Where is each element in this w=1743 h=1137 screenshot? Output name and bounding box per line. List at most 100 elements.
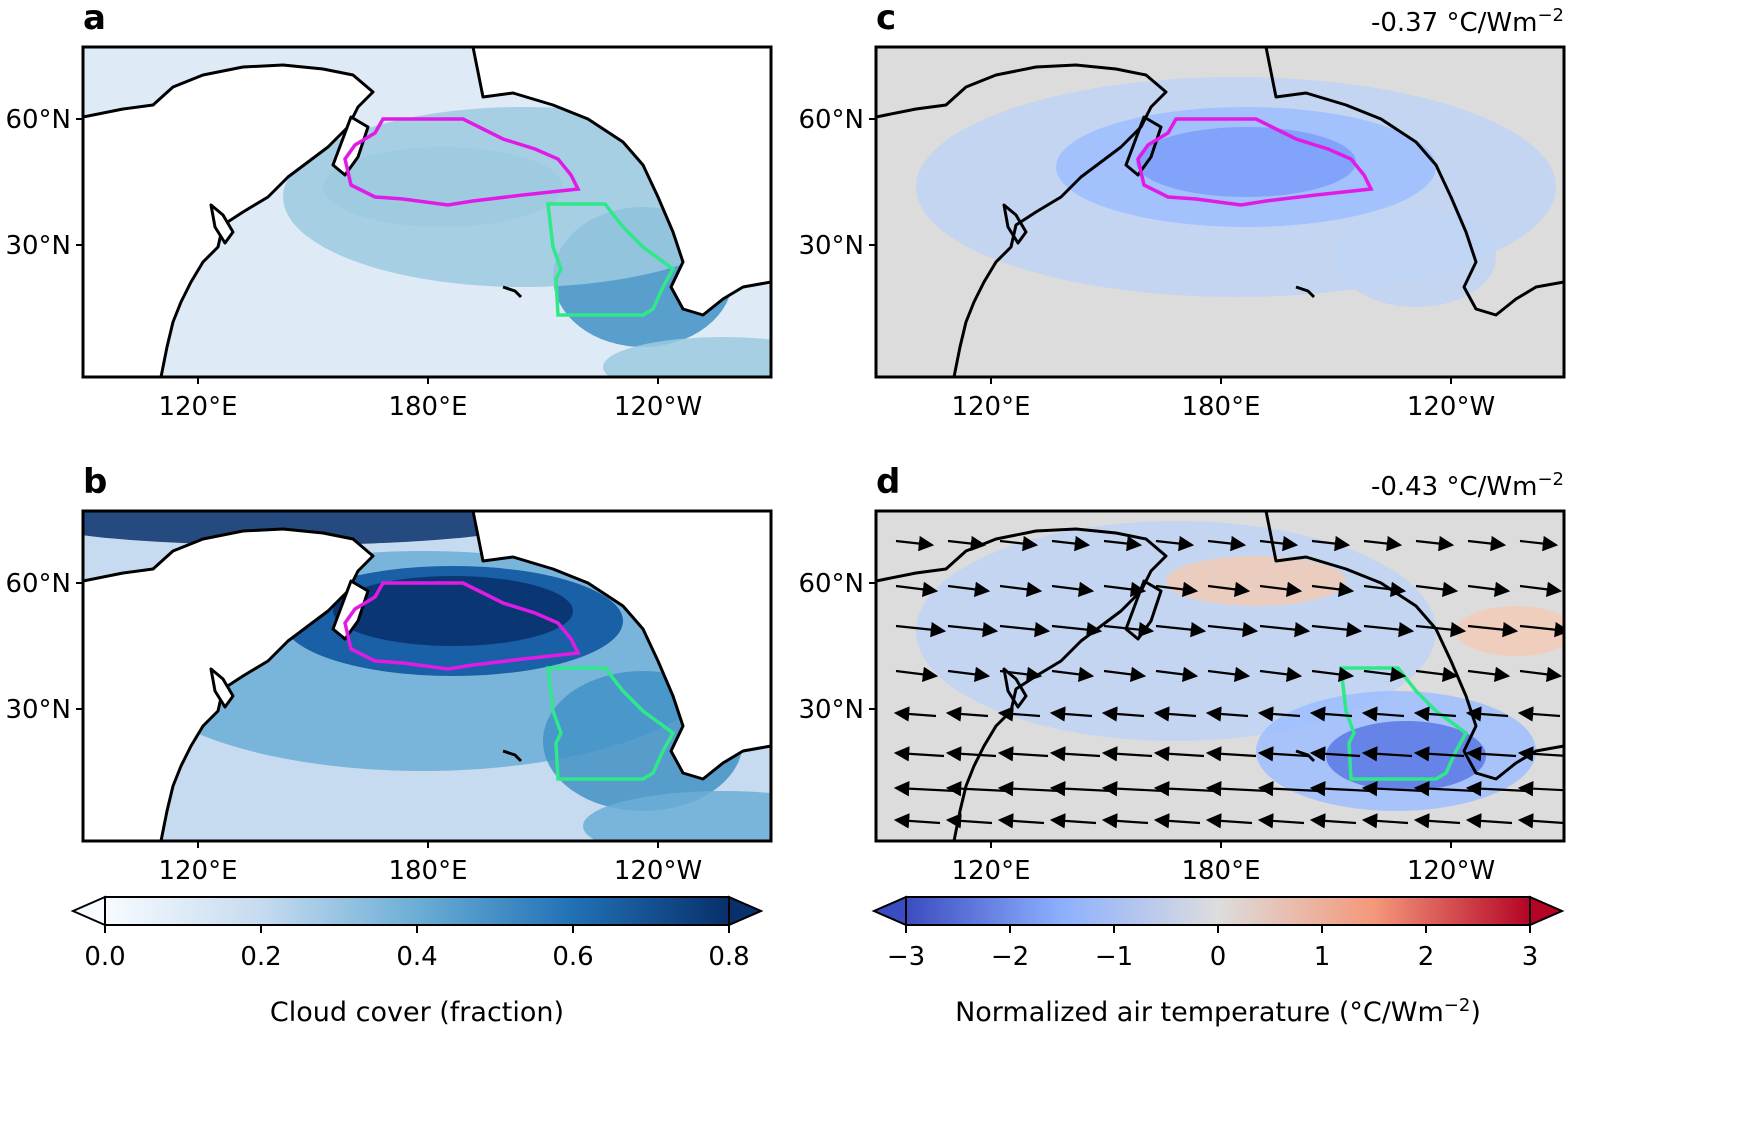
colorbar-label: Cloud cover (fraction) — [270, 997, 564, 1028]
wind-vector — [1517, 746, 1564, 762]
wind-vector — [1259, 581, 1303, 598]
colorbar-tick-label: 0 — [1210, 942, 1227, 972]
wind-vector — [1103, 621, 1155, 638]
lat-tick-label: 60°N — [5, 569, 71, 599]
colorbar-air-temperature: −3 −2 −1 0 1 2 3 Normalized air temperature (°C… — [871, 895, 1565, 1029]
colorbar-tick-label: 0.6 — [552, 942, 593, 972]
panel-annotation: -0.43 °C/Wm−2 — [1371, 469, 1564, 503]
panel-letter: d — [876, 462, 900, 502]
asia-coastline — [876, 63, 1168, 377]
wind-vector — [1207, 581, 1251, 598]
wind-vector — [1311, 666, 1355, 683]
wind-vector — [1153, 813, 1201, 829]
wind-vector — [999, 666, 1043, 683]
wind-vector — [1309, 746, 1361, 762]
wind-vector — [1101, 706, 1145, 722]
wind-vector — [1467, 666, 1511, 683]
wind-vector — [1153, 706, 1197, 722]
wind-vector — [1415, 621, 1467, 638]
wind-vector — [1467, 535, 1507, 552]
wind-vector — [1155, 535, 1195, 552]
lat-tick-label: 60°N — [798, 105, 864, 135]
wind-vector — [1309, 813, 1357, 829]
lat-tick-label: 30°N — [5, 231, 71, 261]
america-coastline — [1264, 47, 1564, 317]
wind-vector — [1363, 581, 1407, 598]
lat-tick-label: 30°N — [798, 695, 864, 725]
colorbar-gradient — [105, 897, 729, 925]
america-coastline — [471, 511, 771, 781]
kamchatka-coastline — [1124, 115, 1163, 177]
colorbar-tick-label: 0.2 — [240, 942, 281, 972]
colorbar-label: Normalized air temperature (°C/Wm−2) — [955, 995, 1481, 1029]
wind-vector — [999, 581, 1043, 598]
lon-tick-label: 180°E — [388, 856, 467, 886]
wind-vector — [945, 706, 989, 722]
wind-vector — [1311, 621, 1363, 638]
wind-vector — [1049, 706, 1093, 722]
field-blob — [323, 147, 563, 227]
wind-vector — [1415, 581, 1459, 598]
colorbar-extend-high — [1529, 895, 1565, 927]
lon-tick-label: 120°W — [614, 392, 702, 422]
japan-coastline — [209, 203, 235, 245]
wind-vector — [1207, 535, 1247, 552]
wind-vector — [1051, 581, 1095, 598]
wind-vector — [1049, 746, 1101, 762]
map-panel-d: d -0.43 °C/Wm−2 120°E 180°E 120°W 60°N 30°N — [798, 462, 1566, 886]
wind-vector — [1153, 746, 1205, 762]
lon-tick-label: 120°E — [951, 392, 1030, 422]
wind-vector — [1363, 666, 1407, 683]
map-panel-c: c -0.37 °C/Wm−2 120°E 180°E 120°W 60°N 30°N — [798, 0, 1566, 422]
wind-vector — [1415, 666, 1459, 683]
wind-vector — [1205, 746, 1257, 762]
lat-tick-label: 30°N — [798, 231, 864, 261]
colorbar-tick-label: 1 — [1314, 942, 1331, 972]
wind-vector — [1361, 813, 1409, 829]
wind-vector — [1465, 706, 1509, 722]
field-blob — [333, 576, 573, 646]
wind-vector — [1259, 621, 1311, 638]
colorbar-extend-low — [871, 895, 907, 927]
north-pacific-region-outline — [1136, 117, 1374, 207]
north-pacific-region-outline — [343, 117, 581, 207]
wind-vector — [1519, 666, 1563, 683]
wind-vector — [1155, 581, 1199, 598]
wind-vector — [895, 581, 939, 598]
map-area — [83, 511, 771, 841]
america-coastline — [1264, 511, 1564, 781]
north-pacific-region-outline — [343, 581, 581, 671]
wind-vector — [1361, 706, 1405, 722]
colorbar-tick-label: −1 — [1095, 942, 1133, 972]
colorbar-tick-label: 0.8 — [708, 942, 749, 972]
map-panel-b: b 120°E 180°E 120°W 60°N 30°N — [5, 462, 773, 886]
wind-vector — [1519, 535, 1559, 552]
lon-tick-label: 120°W — [614, 856, 702, 886]
wind-vector — [1517, 780, 1564, 797]
wind-vector — [1259, 535, 1299, 552]
wind-vector — [893, 746, 945, 762]
wind-vector — [945, 746, 997, 762]
field-blob — [603, 337, 771, 377]
wind-vector — [947, 621, 999, 638]
wind-vector — [1155, 666, 1199, 683]
wind-vector — [1103, 666, 1147, 683]
wind-vector — [1519, 621, 1564, 638]
lon-tick-label: 120°E — [158, 392, 237, 422]
wind-vector — [1413, 746, 1465, 762]
wind-vector — [1049, 813, 1097, 829]
wind-vector — [947, 581, 991, 598]
wind-vector — [1517, 706, 1561, 722]
northeast-pacific-region-outline — [546, 666, 676, 781]
wind-vector — [1155, 621, 1207, 638]
japan-coastline — [209, 667, 235, 709]
wind-vector — [997, 813, 1045, 829]
wind-vector — [1259, 666, 1303, 683]
colorbar-tick-label: −3 — [887, 942, 925, 972]
wind-vector — [1205, 813, 1253, 829]
wind-vector — [895, 621, 947, 638]
wind-vector — [1467, 621, 1519, 638]
wind-vector — [997, 746, 1049, 762]
wind-vector — [1363, 621, 1415, 638]
lon-tick-label: 180°E — [1181, 392, 1260, 422]
